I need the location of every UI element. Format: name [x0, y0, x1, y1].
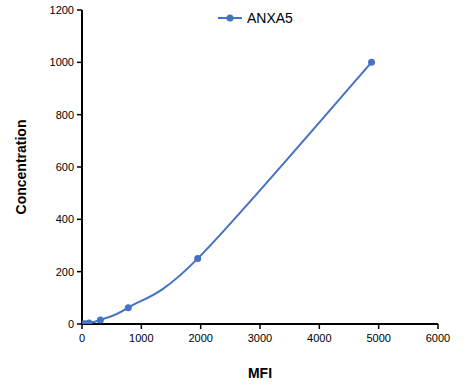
y-tick — [77, 166, 82, 168]
x-tick — [378, 324, 380, 329]
y-tick-label: 400 — [56, 213, 74, 225]
data-point — [86, 319, 93, 324]
x-axis-title: MFI — [248, 365, 272, 381]
y-tick-label: 600 — [56, 161, 74, 173]
x-tick — [437, 324, 439, 329]
x-tick-label: 5000 — [366, 332, 390, 344]
data-point — [97, 316, 104, 323]
x-tick — [200, 324, 202, 329]
y-tick-label: 800 — [56, 109, 74, 121]
x-tick-label: 4000 — [307, 332, 331, 344]
plot-area — [82, 59, 375, 324]
y-tick-label: 200 — [56, 266, 74, 278]
chart: 0 1000 2000 3000 4000 5000 6000 0 200 400 600 800 10… — [0, 0, 469, 392]
data-point — [194, 255, 201, 262]
data-point — [125, 304, 132, 311]
x-tick-label: 0 — [79, 332, 85, 344]
y-tick-label: 1200 — [50, 4, 74, 16]
x-tick-label: 6000 — [426, 332, 450, 344]
y-tick — [77, 219, 82, 221]
x-tick — [141, 324, 143, 329]
y-tick — [77, 271, 82, 273]
y-axis-title: Concentration — [13, 120, 29, 215]
x-tick-label: 1000 — [129, 332, 153, 344]
data-point — [368, 59, 375, 66]
y-tick — [77, 114, 82, 116]
y-tick-label: 1000 — [50, 56, 74, 68]
y-tick-label: 0 — [68, 318, 74, 330]
legend-label: ANXA5 — [247, 10, 293, 26]
y-tick — [77, 323, 82, 325]
x-tick — [319, 324, 321, 329]
legend-marker — [227, 15, 234, 22]
y-tick — [77, 62, 82, 64]
x-tick-label: 3000 — [248, 332, 272, 344]
x-tick — [259, 324, 261, 329]
y-tick — [77, 9, 82, 11]
series-line — [83, 62, 371, 324]
x-tick-label: 2000 — [188, 332, 212, 344]
